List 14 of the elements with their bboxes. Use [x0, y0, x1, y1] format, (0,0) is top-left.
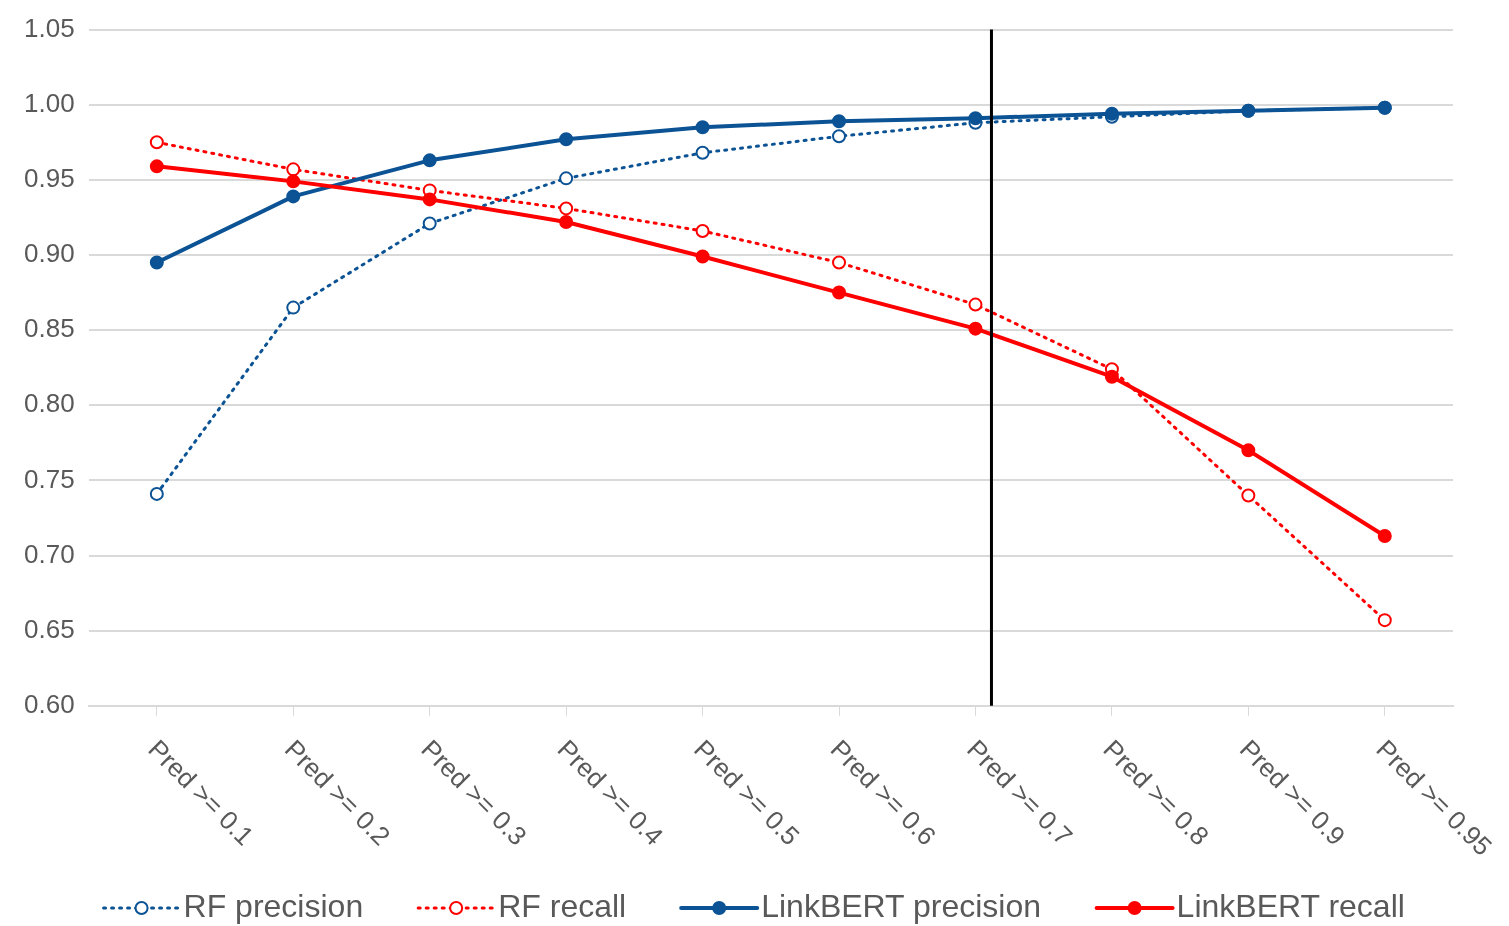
y-tick-label: 0.75 [23, 463, 75, 494]
y-tick-label: 0.85 [23, 313, 75, 344]
y-tick-label: 0.70 [23, 538, 75, 569]
legend-label: RF recall [498, 887, 627, 924]
legend-label: LinkBERT precision [761, 887, 1042, 924]
y-tick-label: 1.05 [23, 12, 75, 43]
y-tick-label: 0.90 [23, 238, 75, 269]
legend-label: RF precision [183, 887, 364, 924]
y-tick-label: 0.65 [23, 613, 75, 644]
y-tick-label: 0.60 [23, 688, 75, 719]
y-tick-label: 0.80 [23, 388, 75, 419]
legend-label: LinkBERT recall [1176, 887, 1405, 924]
y-tick-label: 0.95 [23, 163, 75, 194]
y-tick-label: 1.00 [23, 87, 75, 118]
